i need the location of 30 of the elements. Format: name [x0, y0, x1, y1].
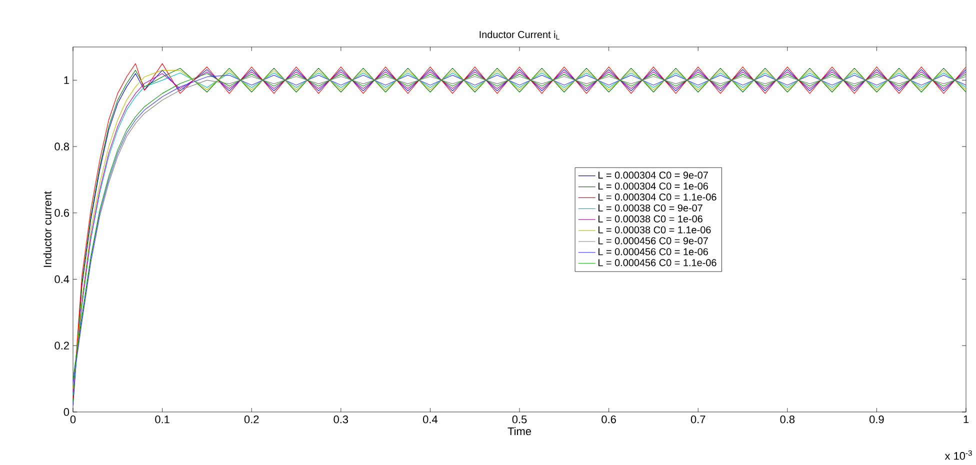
x-tick-label: 0.1	[155, 416, 170, 424]
x-tick-label: 0.6	[602, 416, 616, 424]
y-tick-label: 0.2	[54, 342, 69, 350]
x-axis-title: Time	[508, 427, 531, 436]
legend-label: L = 0.00038 C0 = 1e-06	[598, 215, 702, 222]
y-axis-title: Inductor current	[43, 191, 52, 267]
y-tick-label: 0.8	[54, 142, 70, 150]
legend-label: L = 0.00038 C0 = 9e-07	[598, 204, 702, 212]
y-tick-label: 0.4	[54, 275, 70, 284]
legend-label: L = 0.00038 C0 = 1.1e-06	[598, 226, 711, 234]
x-tick-label: 0.9	[870, 416, 884, 424]
legend-label: L = 0.000456 C0 = 9e-07	[598, 237, 708, 244]
x-tick-label: 0.7	[690, 416, 706, 424]
x-tick-label: 0.5	[512, 416, 527, 424]
y-tick-label: 0.6	[54, 209, 70, 217]
y-tick-label: 1	[64, 76, 69, 84]
legend-label: L = 0.000456 C0 = 1e-06	[598, 248, 708, 256]
x-tick-label: 0.8	[780, 416, 795, 424]
x-tick-label: 0.2	[244, 416, 259, 424]
x-tick-label: 1	[964, 416, 969, 424]
x-tick-label: 0	[70, 416, 76, 424]
x-tick-label: 0.4	[423, 416, 438, 424]
legend-label: L = 0.000304 C0 = 1.1e-06	[598, 194, 716, 201]
x-tick-label: 0.3	[334, 416, 348, 424]
legend-label: L = 0.000456 C0 = 1.1e-06	[598, 259, 716, 266]
text: x 10$^{-3}$	[944, 450, 972, 460]
legend-label: L = 0.000304 C0 = 1e-06	[598, 182, 708, 190]
legend-label: L = 0.000304 C0 = 9e-07	[598, 172, 708, 179]
chart-title: Inductor Current i$_{L}$	[480, 30, 560, 40]
y-tick-label: 0	[64, 408, 70, 416]
